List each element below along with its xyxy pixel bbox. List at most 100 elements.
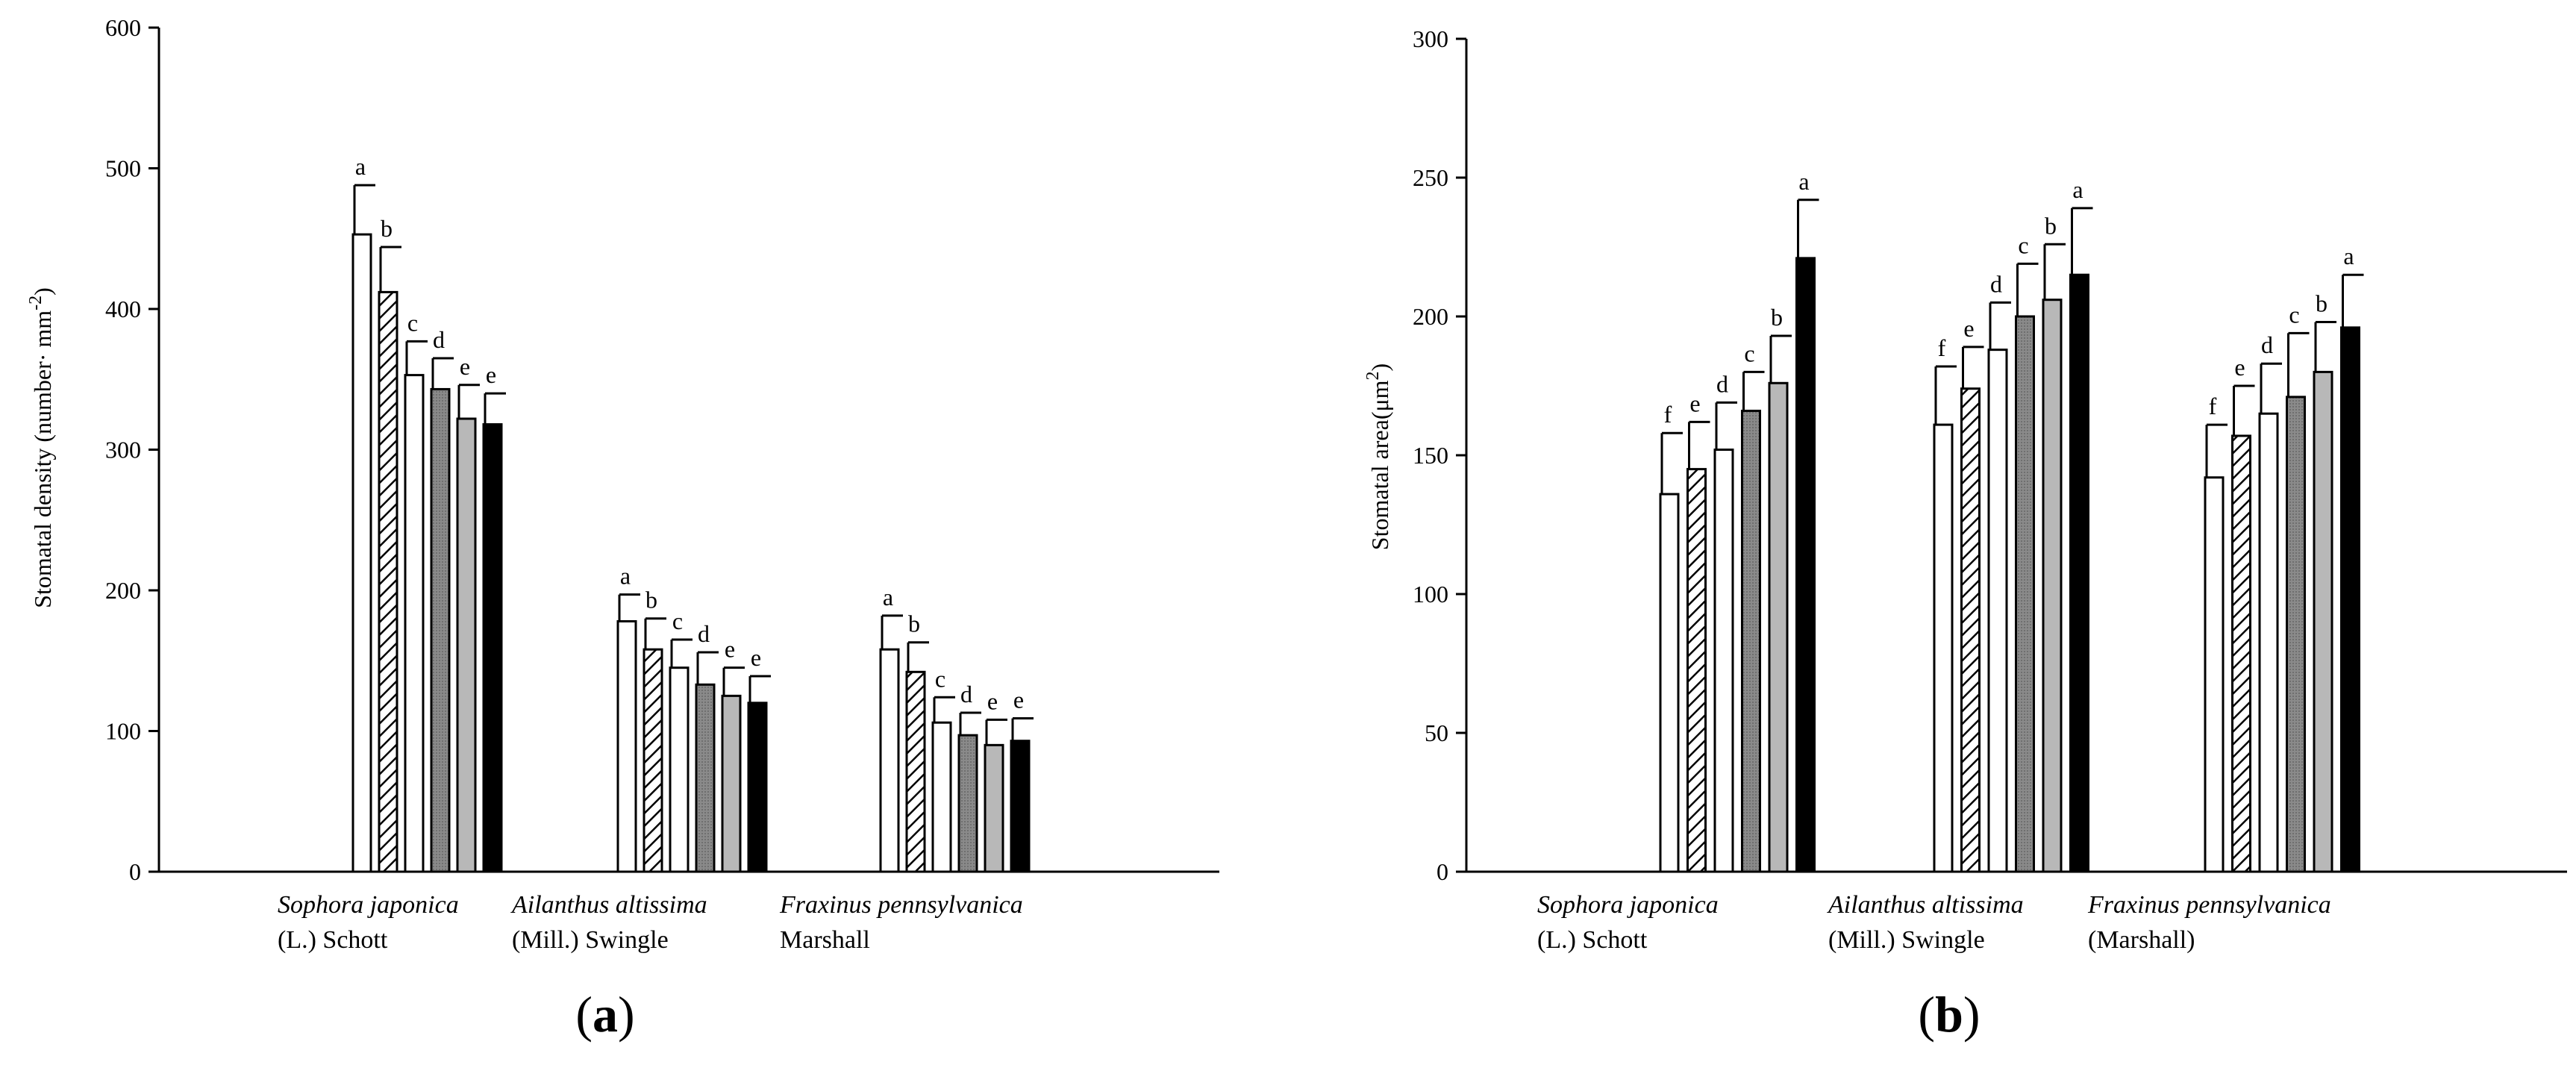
bar: [2069, 273, 2089, 873]
y-tick-label: 250: [1413, 164, 1448, 191]
category-label-authority: (Mill.) Swingle: [1828, 926, 1985, 954]
bar: [1010, 740, 1031, 873]
category-label-name: Fraxinus pennsylvanica: [779, 891, 1023, 919]
bar: [643, 648, 663, 873]
bar: [905, 670, 926, 873]
significance-letter: e: [1013, 687, 1024, 713]
bar: [456, 417, 477, 873]
bar: [984, 743, 1004, 873]
bar: [931, 721, 952, 873]
y-tick-label: 500: [105, 155, 141, 182]
bar: [695, 683, 716, 873]
significance-letter: e: [751, 644, 761, 671]
bar: [2015, 315, 2035, 873]
bar: [1741, 409, 1761, 873]
bar: [1713, 449, 1734, 873]
significance-letter: a: [355, 153, 366, 180]
significance-letter: e: [1689, 390, 1700, 416]
bar: [616, 619, 637, 873]
category-label-authority: (Marshall): [2088, 926, 2195, 954]
bar: [2204, 476, 2225, 873]
category-label-authority: Marshall: [780, 926, 870, 954]
y-tick-label: 150: [1413, 442, 1448, 469]
significance-letter: a: [1798, 168, 1809, 195]
y-tick-label: 400: [105, 296, 141, 322]
y-tick-label: 600: [105, 14, 141, 41]
bar: [1960, 387, 1981, 873]
significance-letter: e: [460, 353, 470, 380]
y-tick-label: 200: [105, 577, 141, 604]
panel-label: (a): [575, 986, 634, 1043]
significance-letter: c: [2289, 301, 2299, 328]
significance-letter: d: [1990, 270, 2002, 297]
y-tick-label: 300: [1413, 25, 1448, 52]
significance-letter: e: [1963, 315, 1974, 342]
significance-letter: b: [908, 610, 920, 637]
significance-letter: d: [698, 620, 710, 647]
significance-letter: e: [987, 687, 998, 714]
significance-letter: d: [1716, 370, 1728, 397]
y-tick-label: 200: [1413, 303, 1448, 330]
significance-letter: d: [960, 681, 972, 708]
category-label-authority: (L.) Schott: [1537, 926, 1648, 954]
bar: [747, 702, 768, 873]
y-tick-label: 100: [1413, 581, 1448, 608]
significance-letter: a: [883, 584, 893, 610]
significance-letter: a: [620, 563, 631, 590]
y-tick-label: 0: [129, 858, 141, 885]
bar: [1933, 423, 1954, 873]
bar: [1686, 468, 1707, 873]
significance-letter: c: [935, 665, 945, 692]
bar: [2286, 396, 2306, 873]
bar: [378, 290, 398, 873]
significance-letter: e: [725, 636, 735, 663]
significance-letter: f: [1664, 401, 1672, 428]
category-label-name: Sophora japonica: [1537, 891, 1719, 919]
y-tick-label: 100: [105, 718, 141, 745]
significance-letter: b: [381, 215, 393, 242]
bar: [2313, 370, 2333, 873]
category-label-authority: (Mill.) Swingle: [512, 926, 669, 954]
panel-label: (b): [1918, 986, 1980, 1043]
bar: [482, 423, 503, 873]
category-label-name: Ailanthus altissima: [510, 891, 707, 919]
bar: [721, 694, 742, 873]
significance-letter: e: [2234, 354, 2245, 381]
category-label-authority: (L.) Schott: [278, 926, 388, 954]
category-label-name: Sophora japonica: [278, 891, 459, 919]
significance-letter: e: [486, 361, 496, 388]
y-tick-label: 300: [105, 437, 141, 463]
significance-letter: c: [1744, 340, 1754, 366]
y-axis-label: Stomatal density (number· mm-2): [26, 287, 56, 608]
significance-letter: c: [2018, 231, 2028, 258]
significance-letter: b: [2045, 212, 2057, 239]
category-label-name: Ailanthus altissima: [1827, 891, 2024, 919]
bar: [957, 734, 978, 873]
significance-letter: b: [1771, 304, 1783, 331]
significance-letter: f: [2209, 393, 2217, 419]
bar: [2231, 434, 2251, 873]
bar: [404, 374, 425, 873]
category-label-name: Fraxinus pennsylvanica: [2087, 891, 2331, 919]
y-axis-label: Stomatal area(μm2): [1363, 363, 1393, 550]
significance-letter: d: [433, 326, 445, 353]
significance-letter: d: [2261, 331, 2273, 358]
bar: [1987, 349, 2008, 873]
chart-a: 0 100 200 300 400 500 600 Stomatal density (num…: [26, 14, 1219, 1043]
bar: [2258, 412, 2279, 873]
bar: [351, 233, 372, 873]
significance-letter: b: [2316, 290, 2328, 316]
bar: [2042, 299, 2063, 873]
bar: [430, 387, 451, 873]
significance-letter: a: [2072, 176, 2083, 203]
significance-letter: c: [407, 309, 418, 336]
bar: [669, 666, 690, 873]
y-tick-label: 0: [1437, 858, 1448, 885]
bar: [879, 648, 900, 873]
bar: [1795, 257, 1816, 873]
bar: [1768, 381, 1789, 873]
significance-letter: f: [1938, 334, 1946, 361]
significance-letter: a: [2343, 243, 2354, 269]
